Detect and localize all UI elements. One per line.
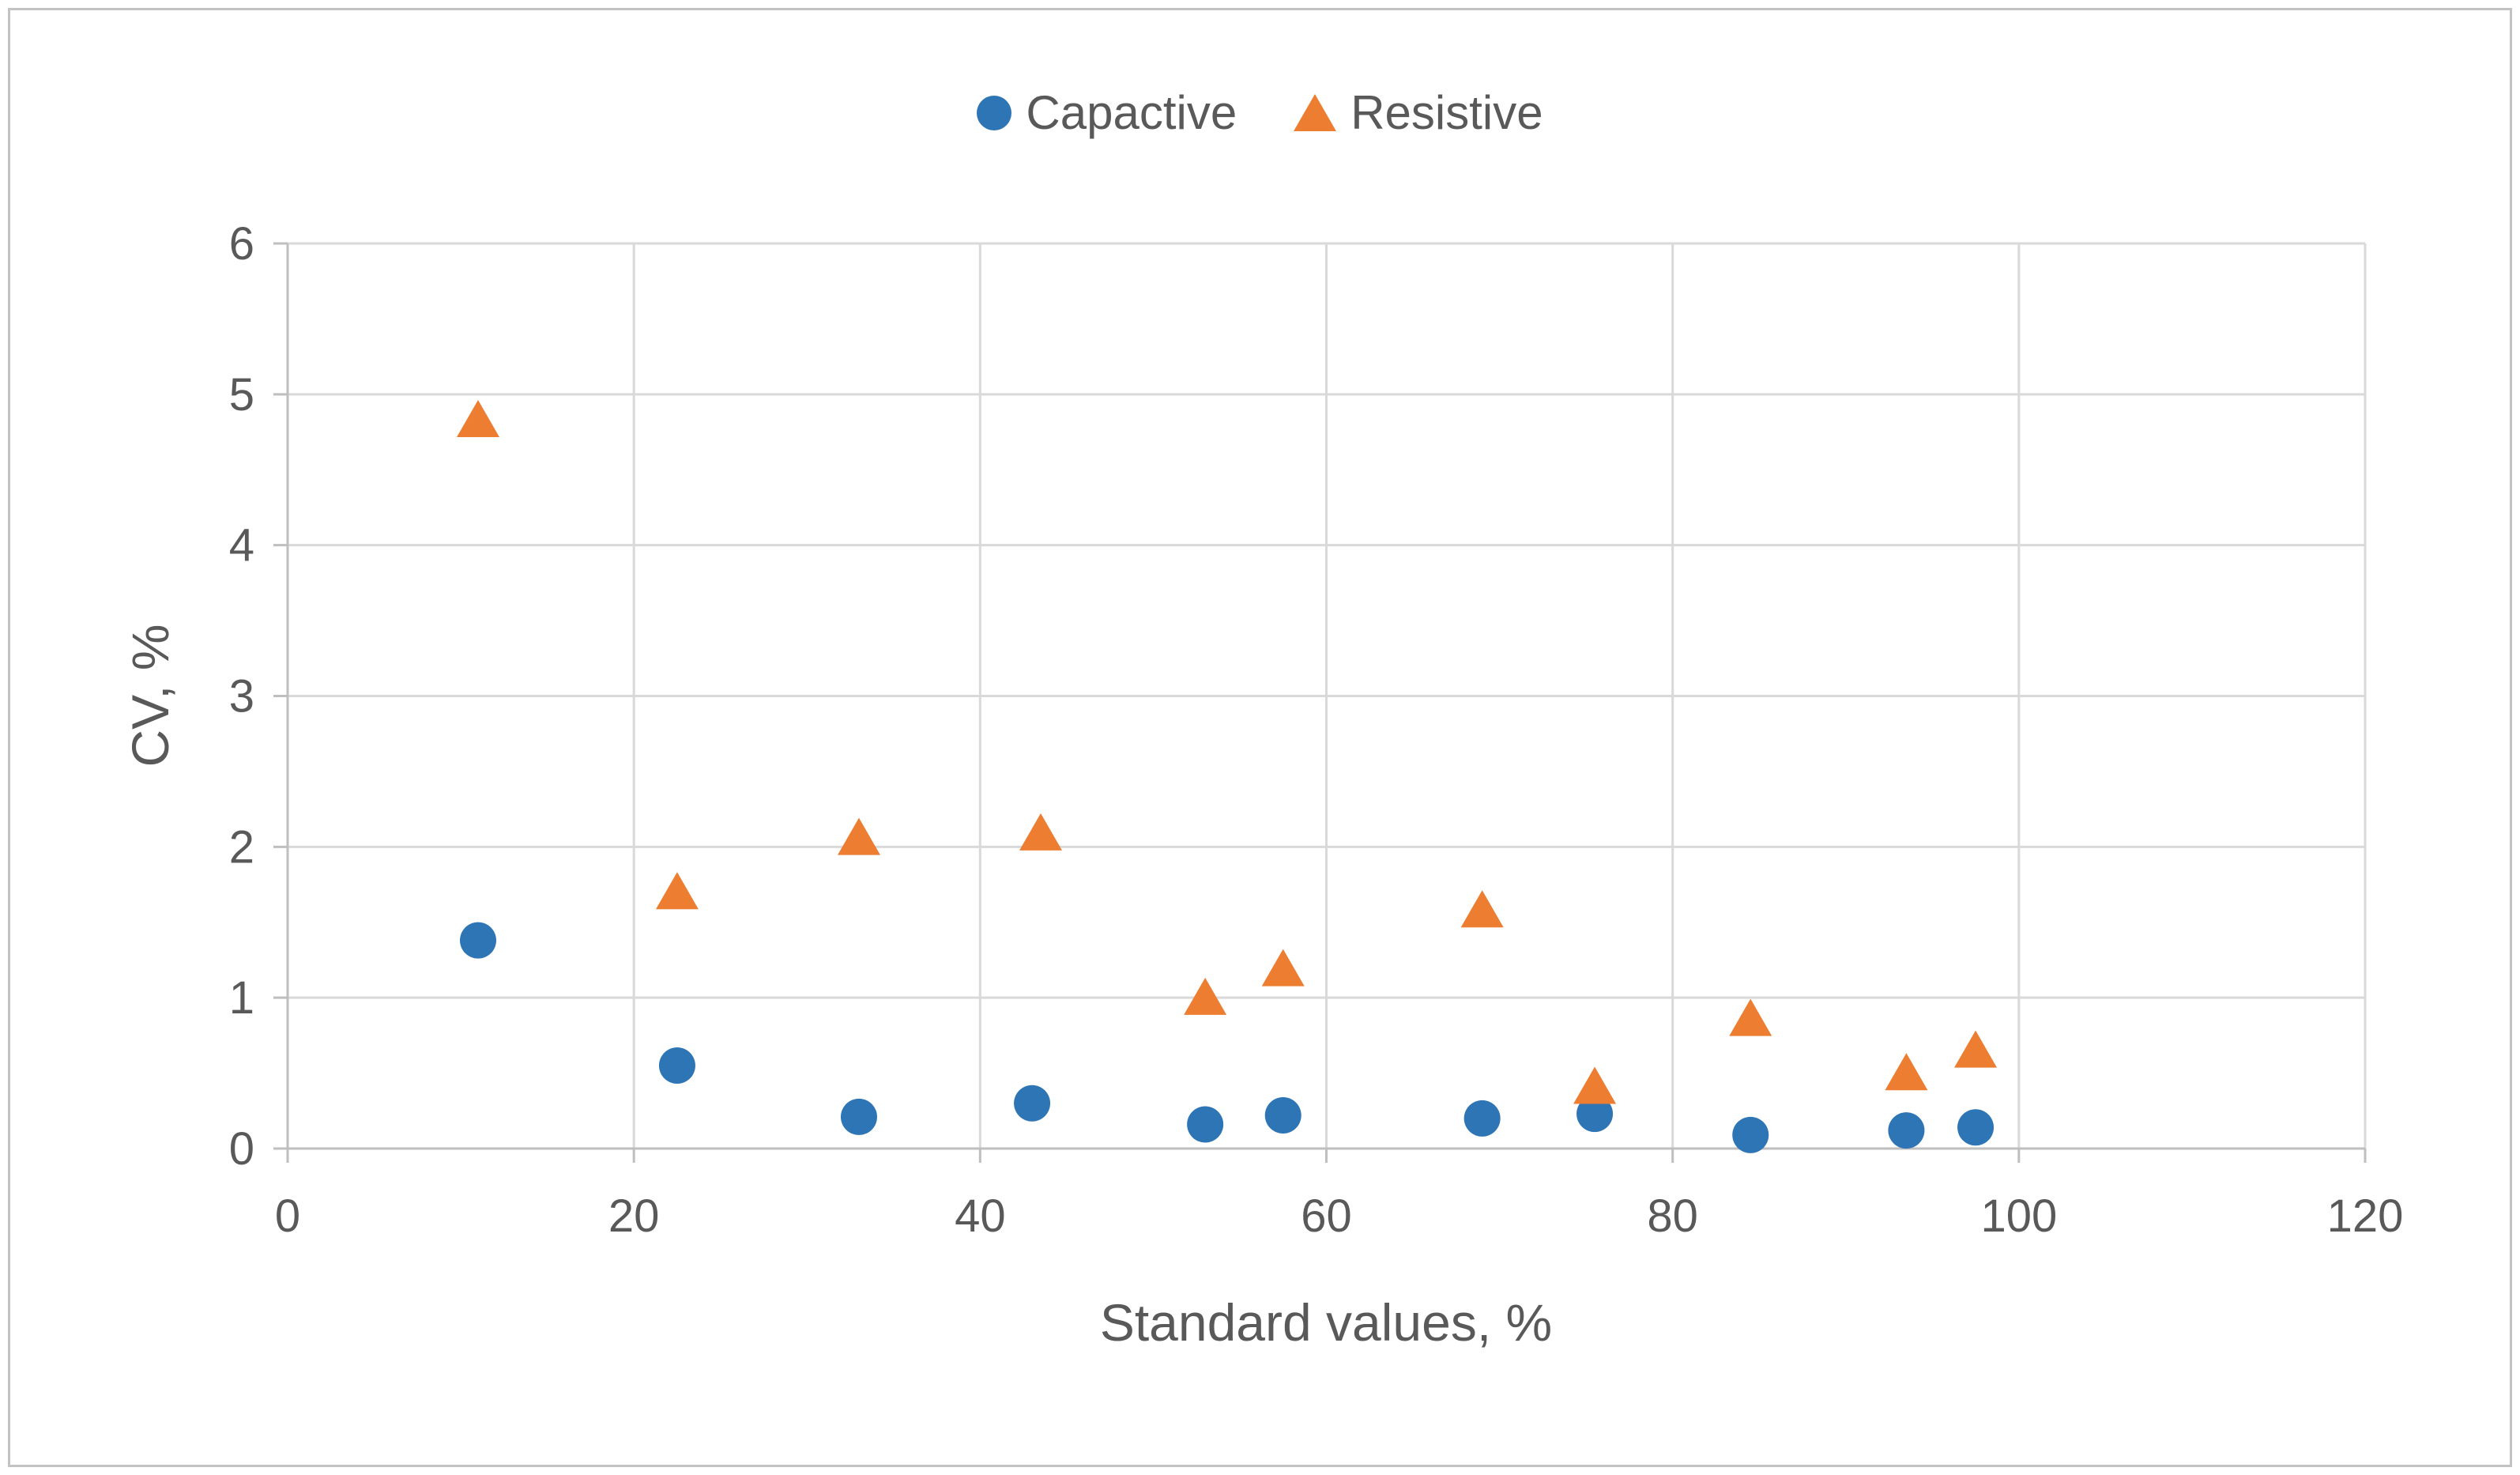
data-point-resistive xyxy=(837,817,880,855)
data-point-resistive xyxy=(1954,1030,1998,1068)
y-tick-label: 2 xyxy=(229,821,254,873)
data-point-resistive xyxy=(456,400,499,437)
data-point-capactive xyxy=(1014,1085,1051,1122)
data-point-capactive xyxy=(1576,1096,1614,1133)
data-point-capactive xyxy=(1187,1106,1224,1143)
x-tick-label: 100 xyxy=(1980,1190,2057,1242)
legend-item-resistive: Resistive xyxy=(1294,85,1543,140)
y-tick-label: 4 xyxy=(229,520,254,572)
data-point-resistive xyxy=(655,872,699,910)
data-point-capactive xyxy=(1264,1097,1301,1134)
y-tick-label: 0 xyxy=(229,1123,254,1175)
data-point-capactive xyxy=(1463,1100,1501,1137)
x-tick-label: 0 xyxy=(275,1190,300,1242)
x-tick-label: 40 xyxy=(955,1190,1006,1242)
triangle-marker-icon xyxy=(1294,94,1337,131)
y-tick-label: 6 xyxy=(229,218,254,270)
x-axis-title: Standard values, % xyxy=(1099,1293,1553,1352)
data-point-capactive xyxy=(1732,1116,1769,1153)
data-point-resistive xyxy=(1573,1066,1617,1104)
x-tick-label: 20 xyxy=(608,1190,660,1242)
x-tick-label: 60 xyxy=(1301,1190,1352,1242)
data-point-capactive xyxy=(658,1047,695,1085)
data-point-resistive xyxy=(1184,977,1227,1015)
y-tick-label: 5 xyxy=(229,369,254,421)
circle-marker-icon xyxy=(977,95,1012,130)
data-point-capactive xyxy=(1957,1109,1995,1146)
data-point-resistive xyxy=(1019,813,1063,851)
data-point-resistive xyxy=(1261,949,1305,986)
legend-label: Resistive xyxy=(1350,86,1543,139)
legend: Capactive Resistive xyxy=(0,85,2520,140)
x-tick-label: 120 xyxy=(2327,1190,2404,1242)
data-point-capactive xyxy=(840,1098,877,1135)
x-tick-label: 80 xyxy=(1647,1190,1698,1242)
y-tick-label: 3 xyxy=(229,671,254,722)
data-point-resistive xyxy=(1460,890,1504,928)
data-point-resistive xyxy=(1885,1053,1928,1091)
data-point-capactive xyxy=(459,922,496,959)
y-tick-label: 1 xyxy=(229,972,254,1024)
data-point-capactive xyxy=(1888,1112,1925,1149)
y-axis-title: CV, % xyxy=(121,624,179,768)
legend-label: Capactive xyxy=(1026,86,1237,139)
legend-item-capactive: Capactive xyxy=(977,85,1237,140)
data-point-resistive xyxy=(1729,998,1772,1036)
